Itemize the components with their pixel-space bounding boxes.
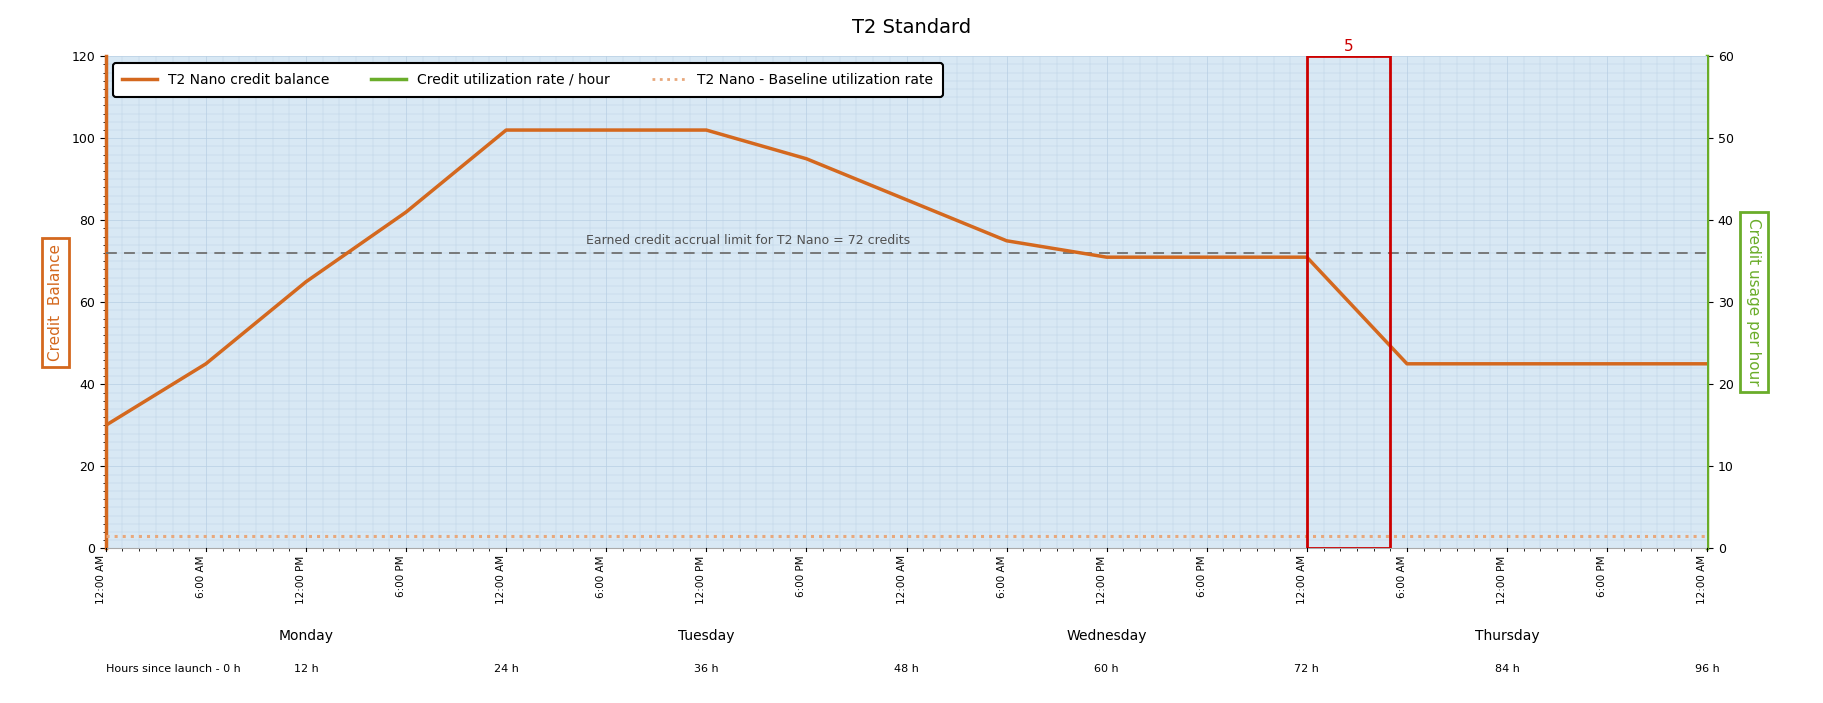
Text: 12:00 PM: 12:00 PM: [1096, 555, 1107, 604]
Text: 12:00 PM: 12:00 PM: [1497, 555, 1506, 604]
Text: 48 h: 48 h: [893, 664, 919, 674]
Text: 24 h: 24 h: [494, 664, 518, 674]
Text: 12:00 AM: 12:00 AM: [496, 555, 507, 605]
Text: 6:00 AM: 6:00 AM: [195, 555, 206, 598]
Text: Tuesday: Tuesday: [678, 629, 735, 643]
Legend: T2 Nano credit balance, Credit utilization rate / hour, T2 Nano - Baseline utili: T2 Nano credit balance, Credit utilizati…: [113, 63, 942, 96]
Text: 12:00 AM: 12:00 AM: [1296, 555, 1305, 605]
Text: 5: 5: [1344, 39, 1353, 54]
Text: 36 h: 36 h: [693, 664, 718, 674]
Bar: [1305, 56, 1389, 548]
Text: 12:00 AM: 12:00 AM: [97, 555, 106, 605]
Y-axis label: Credit usage per hour: Credit usage per hour: [1745, 219, 1761, 386]
Text: Hours since launch - 0 h: Hours since launch - 0 h: [106, 664, 241, 674]
Text: Wednesday: Wednesday: [1066, 629, 1147, 643]
Text: 12:00 AM: 12:00 AM: [897, 555, 906, 605]
Text: 12 h: 12 h: [294, 664, 319, 674]
Text: Monday: Monday: [279, 629, 334, 643]
Text: 6:00 AM: 6:00 AM: [596, 555, 605, 598]
Text: 72 h: 72 h: [1294, 664, 1318, 674]
Text: 96 h: 96 h: [1694, 664, 1719, 674]
Text: 6:00 AM: 6:00 AM: [995, 555, 1006, 598]
Text: 12:00 PM: 12:00 PM: [696, 555, 706, 604]
Text: 6:00 PM: 6:00 PM: [797, 555, 806, 597]
Text: 6:00 AM: 6:00 AM: [1396, 555, 1406, 598]
Text: 12:00 AM: 12:00 AM: [1697, 555, 1706, 605]
Text: T2 Standard: T2 Standard: [851, 18, 972, 37]
Text: 6:00 PM: 6:00 PM: [1196, 555, 1207, 597]
Text: 6:00 PM: 6:00 PM: [396, 555, 407, 597]
Y-axis label: Credit  Balance: Credit Balance: [47, 244, 64, 361]
Text: 12:00 PM: 12:00 PM: [295, 555, 306, 604]
Text: 84 h: 84 h: [1493, 664, 1519, 674]
Text: 6:00 PM: 6:00 PM: [1597, 555, 1606, 597]
Text: Thursday: Thursday: [1475, 629, 1539, 643]
Text: 60 h: 60 h: [1094, 664, 1119, 674]
Text: Earned credit accrual limit for T2 Nano = 72 credits: Earned credit accrual limit for T2 Nano …: [585, 234, 910, 247]
